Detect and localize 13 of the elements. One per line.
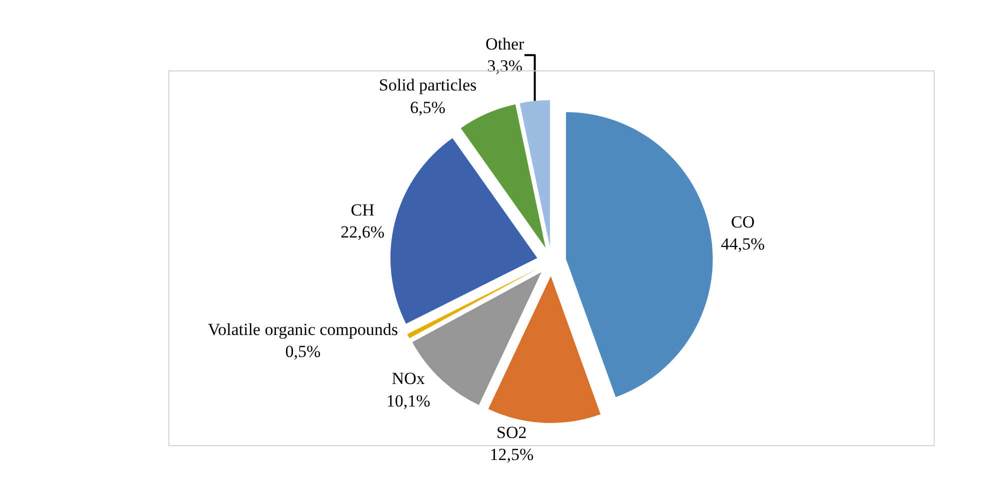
slice-label: CO <box>731 212 755 232</box>
data-label: 12,5% <box>490 444 534 464</box>
slice-label: Volatile organic compounds <box>208 320 398 340</box>
slice-label: Other <box>485 34 525 54</box>
data-label: 44,5% <box>720 234 765 254</box>
data-label: 22,6% <box>340 222 385 242</box>
slice-label: CH <box>350 200 374 220</box>
data-label: 10,1% <box>386 391 430 410</box>
data-label: 0,5% <box>285 342 321 362</box>
slice-label: Solid particles <box>378 76 477 95</box>
data-label: 6,5% <box>410 98 446 117</box>
slice-label: SO2 <box>496 422 527 442</box>
slice-label: NOx <box>392 369 426 388</box>
